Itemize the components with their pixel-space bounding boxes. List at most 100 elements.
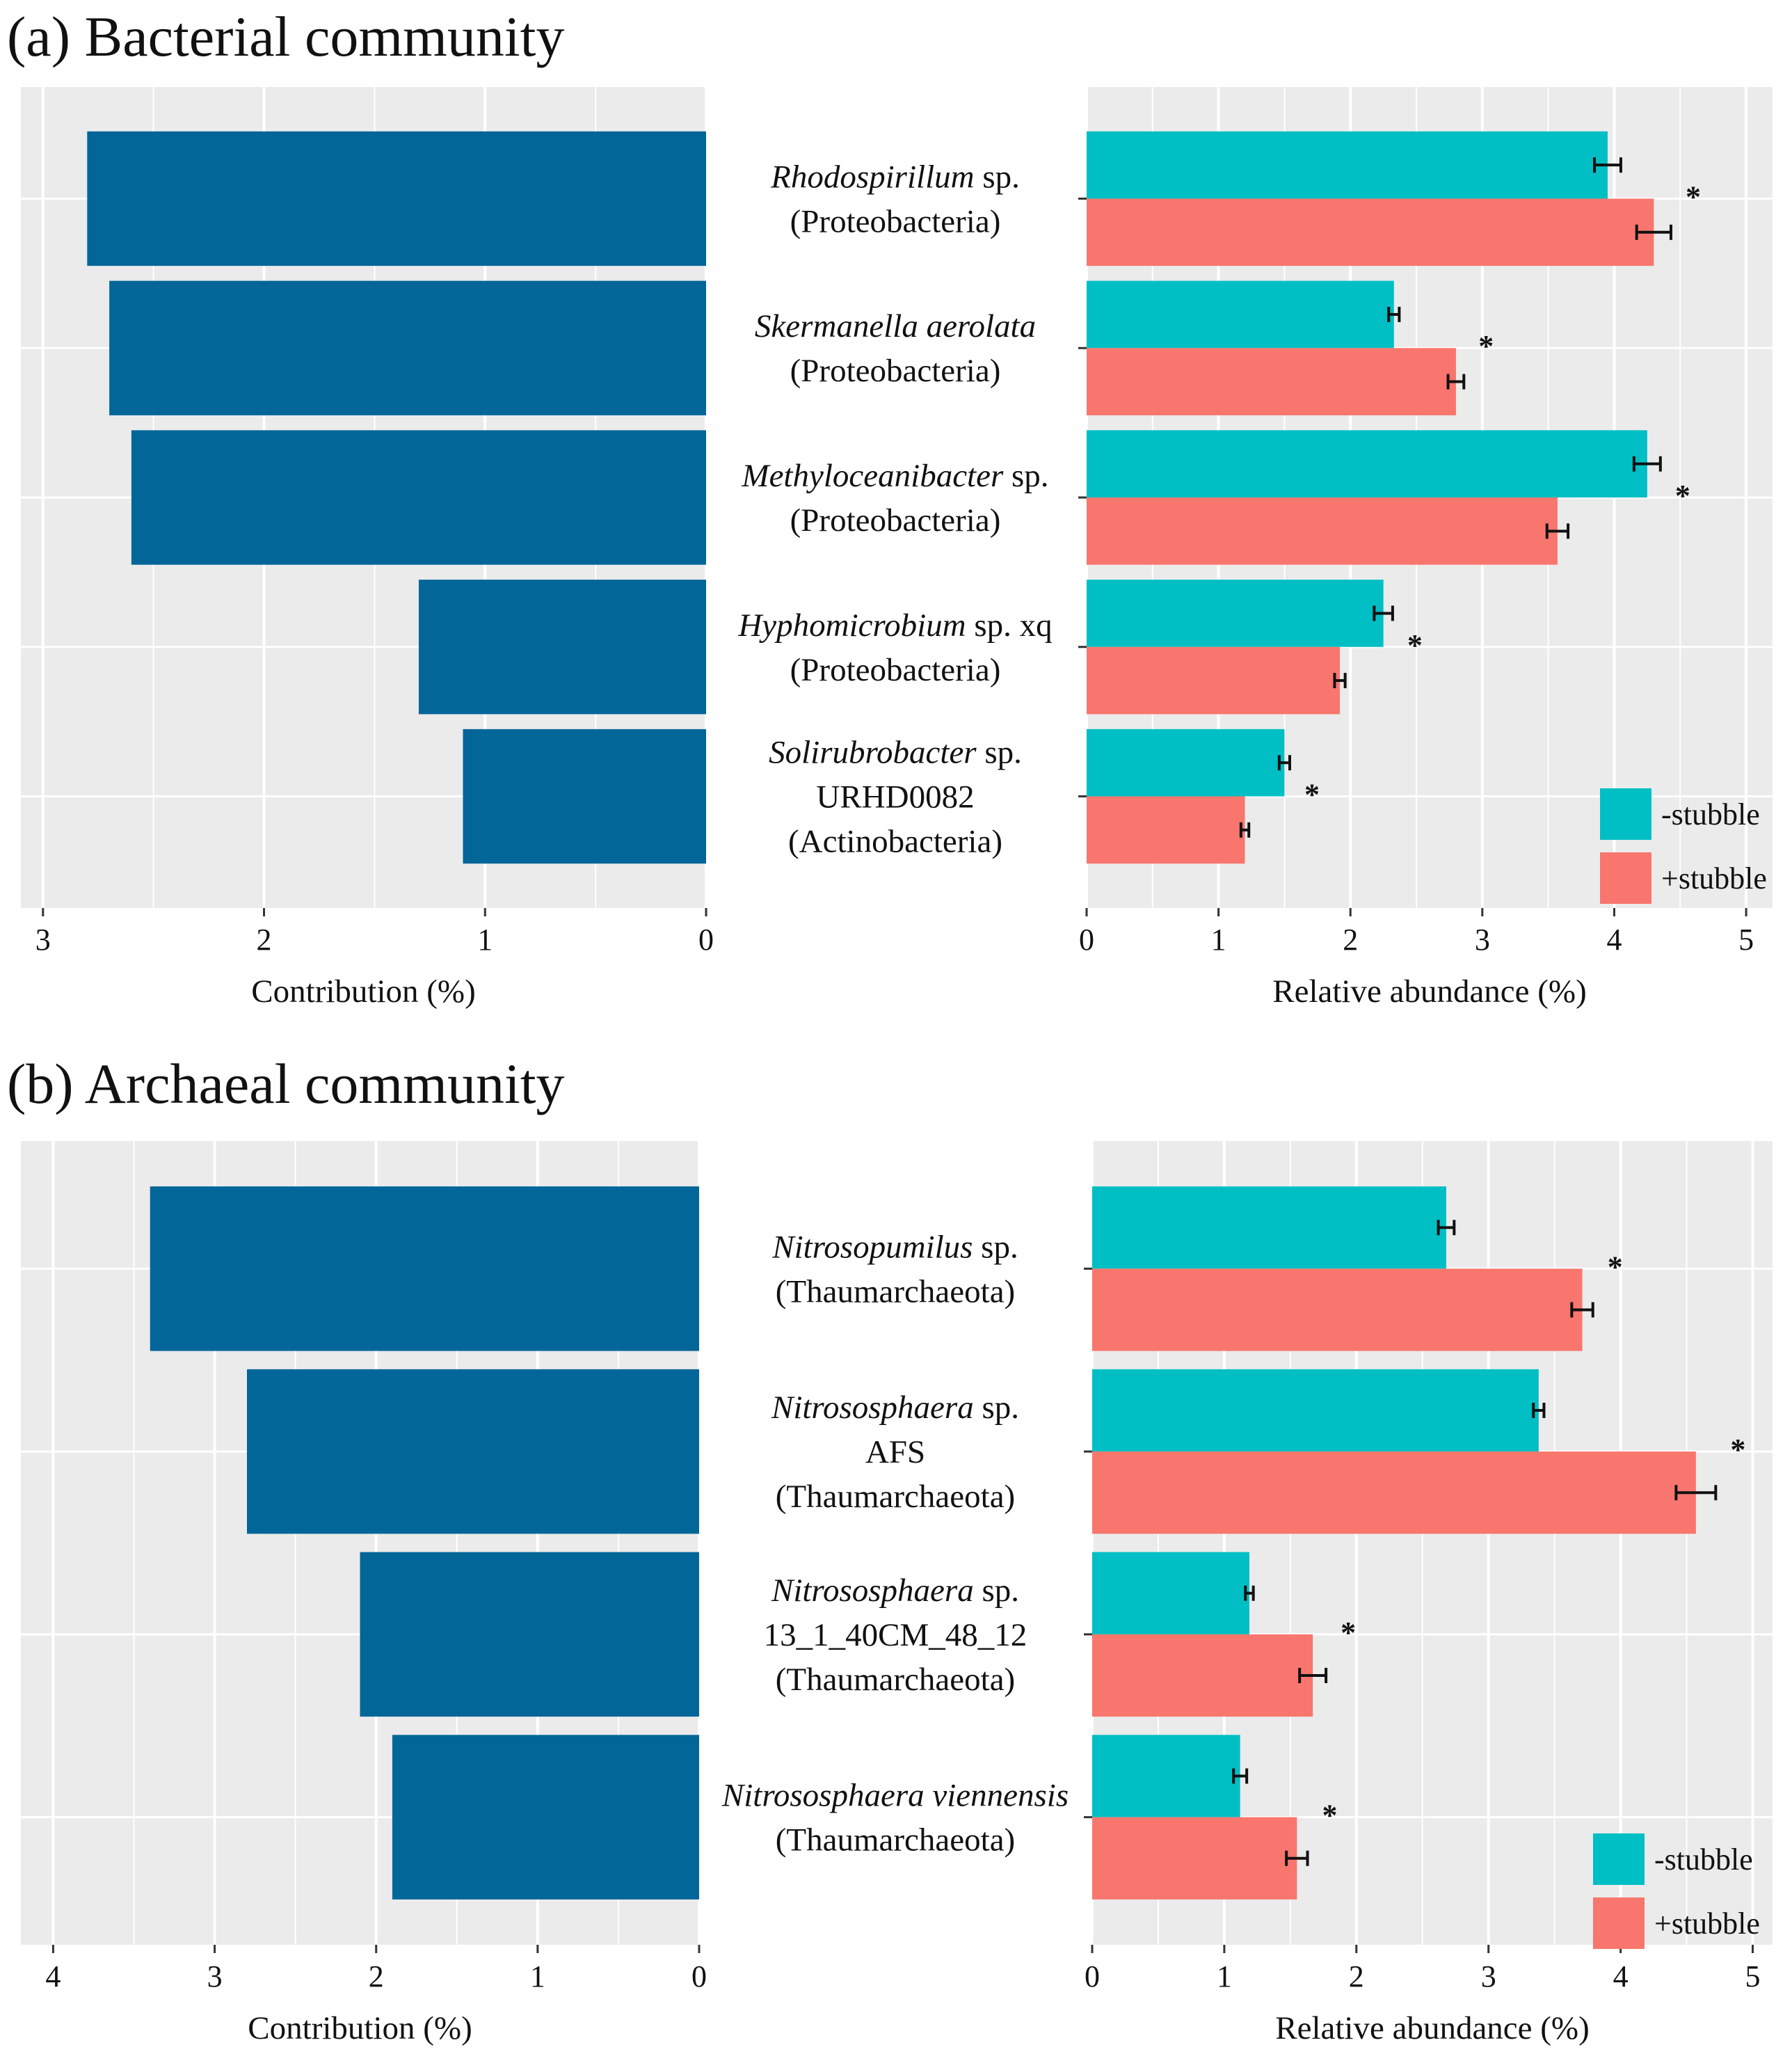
species-detail: (Actinobacteria) xyxy=(788,824,1002,860)
species-name: Solirubrobacter xyxy=(769,735,977,771)
species-name: Skermanella aerolata xyxy=(755,308,1036,344)
species-name: Nitrososphaera xyxy=(771,1390,974,1426)
plus-stubble-bar xyxy=(1092,1817,1297,1900)
species-label: (Thaumarchaeota) xyxy=(776,1479,1015,1515)
plus-stubble-error-bar xyxy=(1285,1850,1309,1866)
species-detail: sp. xyxy=(974,1390,1019,1426)
species-detail: (Proteobacteria) xyxy=(790,502,1001,539)
species-label: (Thaumarchaeota) xyxy=(776,1273,1015,1309)
plus-stubble-bar xyxy=(1087,646,1341,715)
contribution-bar xyxy=(131,430,706,565)
contribution-tick-label: 3 xyxy=(35,923,51,957)
species-detail: (Proteobacteria) xyxy=(790,652,1001,688)
abundance-tick-label: 4 xyxy=(1606,923,1622,957)
minus-stubble-bar xyxy=(1087,430,1647,497)
species-label: Nitrosopumilus sp. xyxy=(771,1229,1018,1265)
contribution-tick-label: 2 xyxy=(257,923,272,957)
abundance-tick-label: 3 xyxy=(1481,1959,1496,1993)
plus-stubble-bar xyxy=(1087,198,1654,266)
legend-key-plus-stubble xyxy=(1593,1897,1645,1949)
minus-stubble-error-bar xyxy=(1532,1402,1546,1418)
minus-stubble-error-bar xyxy=(1593,157,1622,173)
significance-star: * xyxy=(1407,628,1423,662)
contribution-tick-label: 1 xyxy=(530,1959,545,1993)
significance-star: * xyxy=(1304,778,1320,812)
species-detail: sp. xq xyxy=(966,607,1053,644)
significance-star: * xyxy=(1686,180,1701,214)
contribution-tick-label: 4 xyxy=(45,1959,61,1993)
legend-key-plus-stubble xyxy=(1600,852,1651,904)
minus-stubble-error-bar xyxy=(1373,605,1394,621)
plus-stubble-bar xyxy=(1087,497,1558,565)
plus-stubble-error-bar xyxy=(1333,673,1347,689)
legend-label: -stubble xyxy=(1654,1842,1753,1877)
significance-star: * xyxy=(1341,1616,1356,1650)
legend-label: +stubble xyxy=(1661,861,1767,895)
species-name: Rhodospirillum xyxy=(770,159,974,195)
species-label: (Thaumarchaeota) xyxy=(776,1822,1015,1858)
minus-stubble-error-bar xyxy=(1632,456,1662,472)
plus-stubble-error-bar xyxy=(1674,1485,1718,1501)
panel-title: (a) Bacterial community xyxy=(7,5,564,68)
legend-label: -stubble xyxy=(1661,797,1760,831)
contribution-tick-label: 0 xyxy=(691,1959,707,1993)
panel-b: (b) Archaeal community 4 3 2 1 0 Contribution … xyxy=(7,1052,1773,2046)
legend: -stubble +stubble xyxy=(1593,1833,1760,1949)
species-detail: (Thaumarchaeota) xyxy=(776,1479,1015,1515)
species-label: Methyloceanibacter sp. xyxy=(741,458,1048,494)
species-detail: (Thaumarchaeota) xyxy=(776,1662,1015,1698)
species-detail: (Thaumarchaeota) xyxy=(776,1273,1015,1309)
significance-star: * xyxy=(1608,1250,1623,1284)
contribution-axis-title: Contribution (%) xyxy=(251,973,475,1010)
species-name: Nitrososphaera xyxy=(771,1573,974,1609)
minus-stubble-error-bar xyxy=(1244,1585,1255,1601)
abundance-axis-title: Relative abundance (%) xyxy=(1272,973,1587,1010)
abundance-tick-label: 1 xyxy=(1211,923,1226,957)
significance-star: * xyxy=(1675,479,1690,513)
plus-stubble-error-bar xyxy=(1239,822,1251,838)
contribution-bar xyxy=(360,1552,699,1717)
contribution-bar xyxy=(247,1369,699,1534)
significance-star: * xyxy=(1478,329,1494,363)
abundance-axis-title: Relative abundance (%) xyxy=(1275,2010,1590,2046)
abundance-tick-label: 5 xyxy=(1745,1959,1761,1993)
abundance-tick-label: 1 xyxy=(1217,1959,1232,1993)
abundance-tick-label: 2 xyxy=(1349,1959,1364,1993)
minus-stubble-bar xyxy=(1092,1735,1240,1817)
species-name: Nitrososphaera viennensis xyxy=(721,1778,1069,1814)
species-label: (Proteobacteria) xyxy=(790,502,1001,539)
plus-stubble-error-bar xyxy=(1635,224,1672,240)
contribution-tick-label: 0 xyxy=(698,923,714,957)
minus-stubble-error-bar xyxy=(1277,755,1292,771)
species-detail: sp. xyxy=(973,1229,1018,1265)
minus-stubble-bar xyxy=(1087,580,1384,647)
contribution-bar xyxy=(109,280,706,415)
species-detail: URHD0082 xyxy=(816,779,974,815)
species-label: (Actinobacteria) xyxy=(788,824,1002,860)
species-label: Rhodospirillum sp. xyxy=(770,159,1020,195)
species-label: AFS xyxy=(865,1434,925,1470)
abundance-tick-label: 3 xyxy=(1475,923,1490,957)
minus-stubble-error-bar xyxy=(1232,1768,1249,1784)
species-detail: (Thaumarchaeota) xyxy=(776,1822,1015,1858)
contribution-bar xyxy=(150,1186,699,1351)
abundance-tick-label: 5 xyxy=(1738,923,1754,957)
minus-stubble-bar xyxy=(1087,280,1394,349)
species-label: 13_1_40CM_48_12 xyxy=(764,1617,1027,1653)
minus-stubble-bar xyxy=(1092,1186,1446,1269)
minus-stubble-bar xyxy=(1087,729,1285,797)
species-label: Nitrososphaera sp. xyxy=(771,1573,1019,1609)
species-name: Hyphomicrobium xyxy=(737,607,966,644)
species-detail: (Proteobacteria) xyxy=(790,203,1001,239)
contribution-tick-label: 2 xyxy=(369,1959,384,1993)
plus-stubble-error-bar xyxy=(1446,374,1466,390)
plus-stubble-error-bar xyxy=(1545,523,1570,539)
minus-stubble-error-bar xyxy=(1437,1220,1456,1236)
legend-key-minus-stubble xyxy=(1600,788,1651,840)
legend-key-minus-stubble xyxy=(1593,1833,1645,1885)
legend: -stubble +stubble xyxy=(1600,788,1767,904)
significance-star: * xyxy=(1730,1433,1745,1467)
plus-stubble-bar xyxy=(1087,348,1456,415)
legend-label: +stubble xyxy=(1654,1906,1760,1941)
species-label: Nitrososphaera sp. xyxy=(771,1390,1019,1426)
